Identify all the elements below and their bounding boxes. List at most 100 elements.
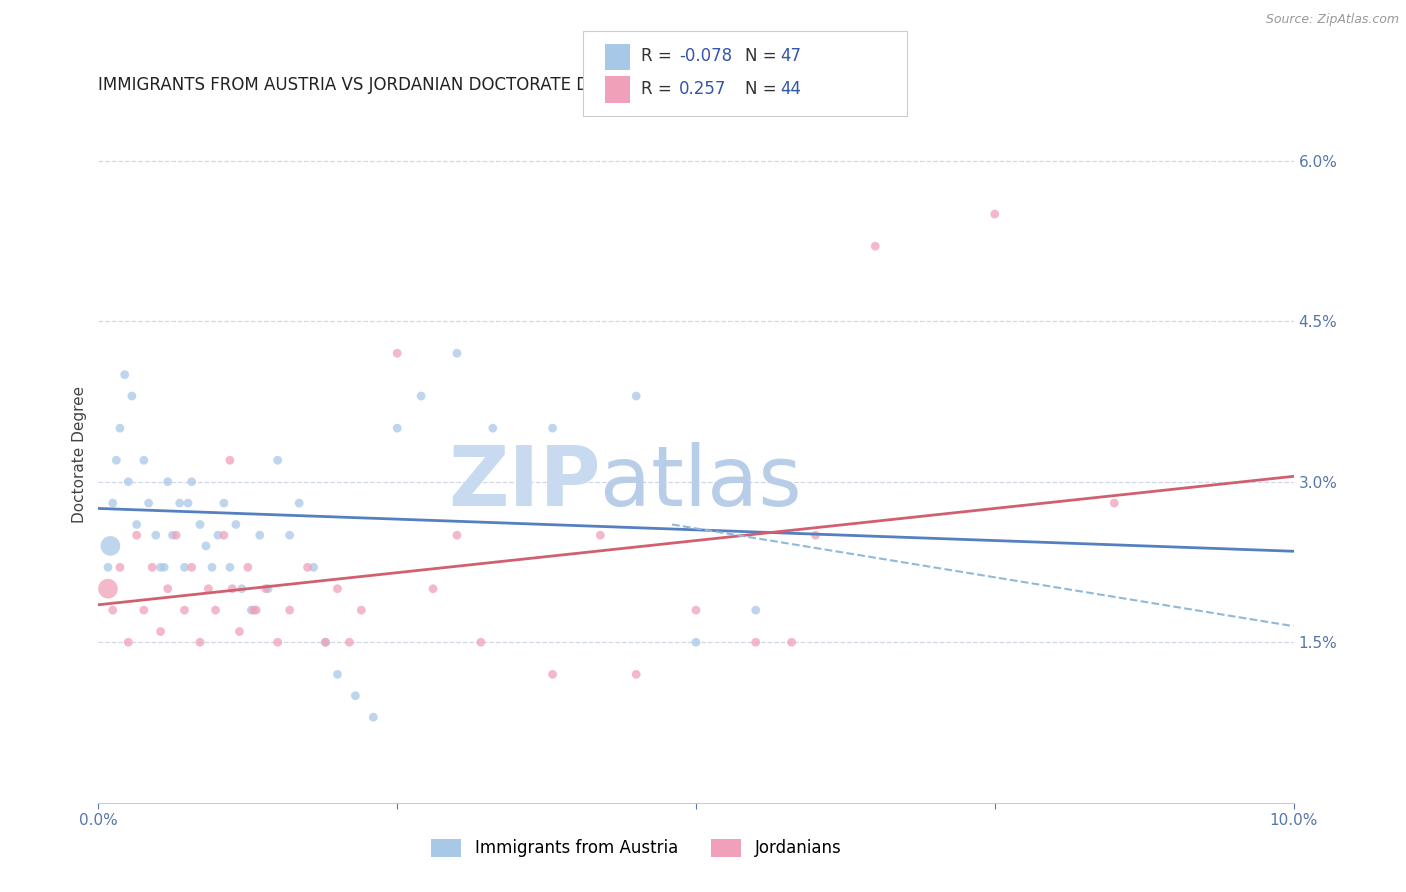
Text: 0.257: 0.257: [679, 80, 727, 98]
Text: 44: 44: [780, 80, 801, 98]
Point: [267, 453, 290, 467]
Point: [108, 421, 131, 435]
Legend: Immigrants from Austria, Jordanians: Immigrants from Austria, Jordanians: [425, 832, 848, 864]
Point: [212, 528, 235, 542]
Point: [132, 603, 155, 617]
Y-axis label: Doctorate Degree: Doctorate Degree: [72, 386, 87, 524]
Point: [197, 582, 219, 596]
Point: [188, 635, 211, 649]
Point: [97, 560, 120, 574]
Point: [105, 453, 128, 467]
Point: [173, 560, 195, 574]
Point: [267, 635, 290, 649]
Text: N =: N =: [745, 80, 782, 98]
Point: [745, 603, 768, 617]
Point: [180, 475, 202, 489]
Point: [278, 603, 301, 617]
Point: [141, 560, 163, 574]
Point: [1104, 496, 1126, 510]
Point: [589, 528, 612, 542]
Point: [153, 560, 176, 574]
Point: [278, 528, 301, 542]
Text: R =: R =: [641, 80, 678, 98]
Point: [780, 635, 803, 649]
Point: [288, 496, 311, 510]
Point: [315, 635, 337, 649]
Point: [201, 560, 224, 574]
Point: [240, 603, 263, 617]
Point: [411, 389, 433, 403]
Point: [212, 496, 235, 510]
Point: [188, 517, 211, 532]
Point: [177, 496, 200, 510]
Point: [145, 528, 167, 542]
Point: [138, 496, 160, 510]
Point: [685, 603, 707, 617]
Point: [225, 517, 247, 532]
Point: [297, 560, 319, 574]
Point: [385, 421, 409, 435]
Point: [228, 624, 250, 639]
Point: [219, 453, 242, 467]
Point: [121, 389, 143, 403]
Point: [245, 603, 267, 617]
Point: [315, 635, 337, 649]
Point: [101, 603, 124, 617]
Point: [221, 582, 243, 596]
Text: 47: 47: [780, 47, 801, 65]
Point: [350, 603, 373, 617]
Point: [231, 582, 253, 596]
Point: [117, 635, 139, 649]
Text: atlas: atlas: [600, 442, 801, 524]
Point: [219, 560, 242, 574]
Point: [257, 582, 280, 596]
Point: [243, 603, 266, 617]
Point: [865, 239, 887, 253]
Point: [180, 560, 202, 574]
Point: [745, 635, 768, 649]
Point: [254, 582, 277, 596]
Point: [117, 475, 139, 489]
Point: [204, 603, 226, 617]
Point: [149, 624, 172, 639]
Point: [481, 421, 505, 435]
Point: [326, 667, 349, 681]
Text: N =: N =: [745, 47, 782, 65]
Point: [541, 667, 564, 681]
Text: R =: R =: [641, 47, 678, 65]
Point: [339, 635, 361, 649]
Point: [97, 582, 120, 596]
Point: [125, 528, 148, 542]
Point: [149, 560, 172, 574]
Point: [132, 453, 155, 467]
Text: Source: ZipAtlas.com: Source: ZipAtlas.com: [1265, 13, 1399, 27]
Point: [446, 528, 468, 542]
Point: [162, 528, 184, 542]
Point: [344, 689, 367, 703]
Point: [385, 346, 409, 360]
Point: [626, 389, 648, 403]
Point: [156, 582, 179, 596]
Point: [804, 528, 827, 542]
Point: [173, 603, 195, 617]
Point: [363, 710, 385, 724]
Point: [114, 368, 136, 382]
Point: [302, 560, 325, 574]
Text: IMMIGRANTS FROM AUSTRIA VS JORDANIAN DOCTORATE DEGREE CORRELATION CHART: IMMIGRANTS FROM AUSTRIA VS JORDANIAN DOC…: [98, 77, 830, 95]
Point: [125, 517, 148, 532]
Point: [326, 582, 349, 596]
Point: [98, 539, 122, 553]
Point: [626, 667, 648, 681]
Point: [236, 560, 259, 574]
Point: [541, 421, 564, 435]
Point: [156, 475, 179, 489]
Point: [685, 635, 707, 649]
Text: -0.078: -0.078: [679, 47, 733, 65]
Point: [101, 496, 124, 510]
Point: [169, 496, 191, 510]
Point: [207, 528, 229, 542]
Point: [446, 346, 468, 360]
Text: ZIP: ZIP: [449, 442, 600, 524]
Point: [249, 528, 271, 542]
Point: [984, 207, 1007, 221]
